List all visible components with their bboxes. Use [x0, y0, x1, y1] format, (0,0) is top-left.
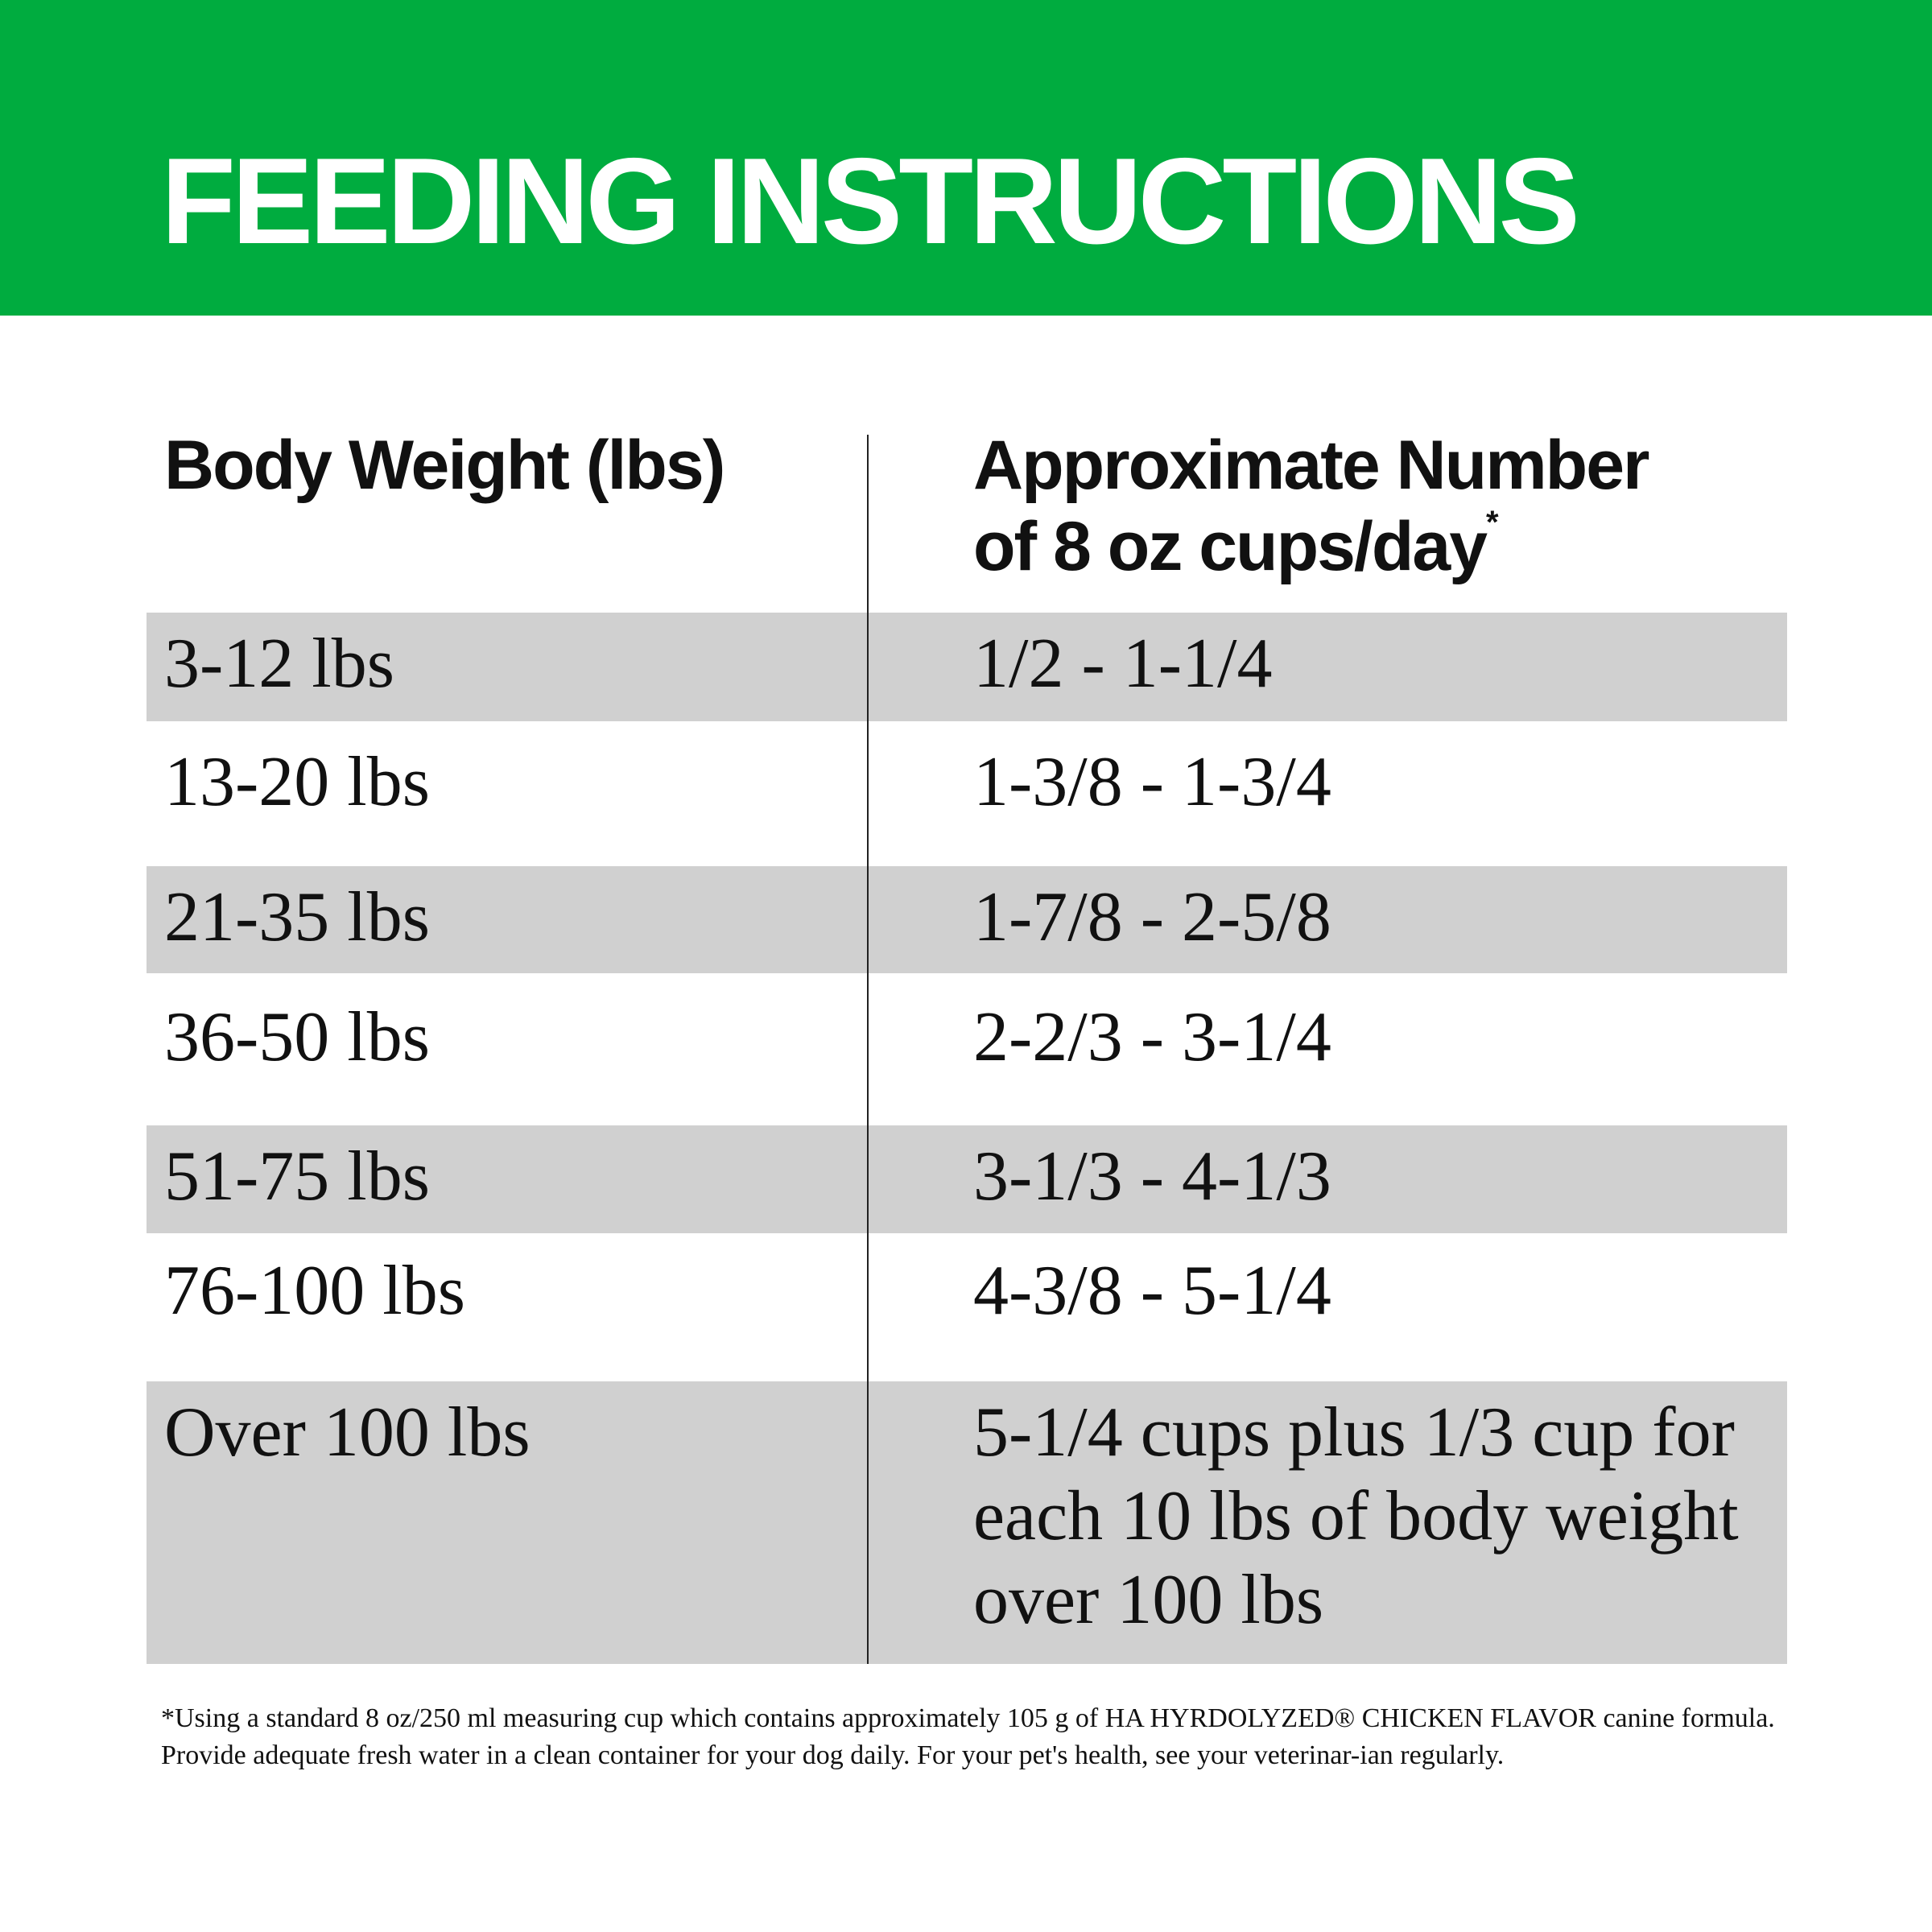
cups-cell: 1/2 - 1-1/4	[973, 625, 1273, 703]
table-row: 51-75 lbs 3-1/3 - 4-1/3	[147, 1125, 1787, 1233]
weight-cell: Over 100 lbs	[164, 1393, 530, 1472]
table-row: 13-20 lbs 1-3/8 - 1-3/4	[147, 721, 1787, 866]
weight-cell: 21-35 lbs	[164, 878, 430, 956]
page-title: FEEDING INSTRUCTIONS	[161, 133, 1580, 270]
table-row: Over 100 lbs 5-1/4 cups plus 1/3 cup for…	[147, 1381, 1787, 1664]
weight-cell: 3-12 lbs	[164, 625, 394, 703]
column-header-weight: Body Weight (lbs)	[164, 427, 725, 504]
column-header-cups: Approximate Number of 8 oz cups/day*	[973, 425, 1649, 588]
weight-cell: 51-75 lbs	[164, 1137, 430, 1216]
column-header-cups-text: of 8 oz cups/day	[973, 508, 1488, 585]
table-row: 21-35 lbs 1-7/8 - 2-5/8	[147, 866, 1787, 973]
footnote: *Using a standard 8 oz/250 ml measuring …	[161, 1703, 1775, 1770]
cups-cell: 1-7/8 - 2-5/8	[973, 878, 1331, 956]
cups-cell: 5-1/4 cups plus 1/3 cup for each 10 lbs …	[973, 1393, 1739, 1639]
cups-cell: 3-1/3 - 4-1/3	[973, 1137, 1331, 1216]
header-banner	[0, 0, 1932, 316]
weight-cell: 36-50 lbs	[164, 998, 430, 1076]
cups-cell: 1-3/8 - 1-3/4	[973, 743, 1331, 821]
weight-cell: 76-100 lbs	[164, 1252, 465, 1330]
column-header-cups-line1: Approximate Number	[973, 427, 1649, 504]
footnote-marker: *	[1486, 505, 1499, 540]
table-row: 3-12 lbs 1/2 - 1-1/4	[147, 613, 1787, 721]
table-row: 76-100 lbs 4-3/8 - 5-1/4	[147, 1233, 1787, 1381]
column-header-cups-line2: of 8 oz cups/day*	[973, 506, 1649, 588]
cups-cell: 4-3/8 - 5-1/4	[973, 1252, 1331, 1330]
table-row: 36-50 lbs 2-2/3 - 3-1/4	[147, 973, 1787, 1125]
column-divider	[867, 435, 869, 1664]
weight-cell: 13-20 lbs	[164, 743, 430, 821]
cups-cell: 2-2/3 - 3-1/4	[973, 998, 1331, 1076]
